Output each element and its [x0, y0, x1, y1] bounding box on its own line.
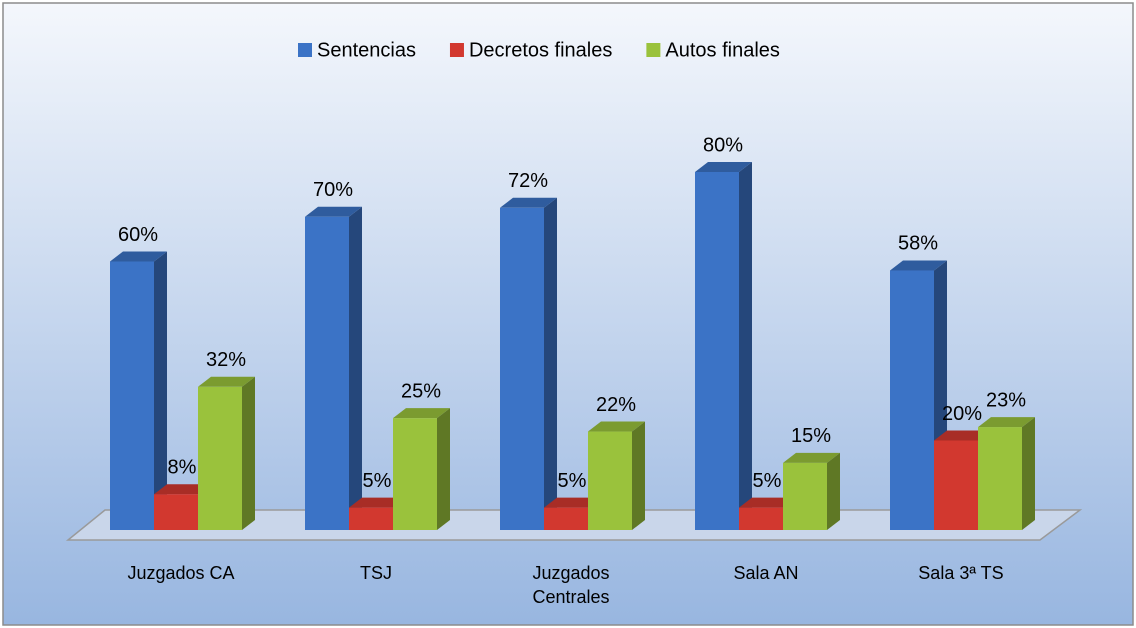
bar-top — [154, 484, 211, 495]
bar-top — [978, 417, 1035, 428]
x-tick-label: Sala AN — [733, 563, 799, 583]
bar-side — [739, 162, 752, 530]
data-label: 20% — [942, 403, 982, 425]
x-tick-label: Juzgados CA — [127, 563, 235, 583]
bar-top — [695, 162, 752, 172]
bar — [695, 172, 739, 530]
bar — [978, 427, 1022, 530]
bar-side — [632, 421, 645, 530]
bar — [500, 207, 544, 531]
bar-top — [783, 452, 840, 463]
bar — [349, 507, 393, 530]
bar — [783, 462, 827, 530]
legend-swatch — [646, 43, 661, 57]
data-label: 5% — [363, 470, 392, 492]
data-label: 23% — [986, 389, 1026, 411]
data-label: 22% — [596, 394, 636, 416]
data-label: 5% — [753, 470, 782, 492]
bar-top — [739, 497, 796, 508]
data-label: 72% — [508, 170, 548, 192]
bar — [393, 418, 437, 530]
bar-top — [349, 497, 406, 508]
bar-top — [500, 197, 557, 208]
legend-label: Decretos finales — [469, 39, 612, 61]
data-label: 25% — [401, 380, 441, 402]
bar-top — [305, 206, 362, 217]
data-label: 58% — [898, 233, 938, 255]
bar-top — [198, 376, 255, 387]
bar — [110, 261, 154, 530]
bar-side — [1022, 417, 1035, 530]
legend-label: Autos finales — [665, 39, 780, 61]
bar — [588, 431, 632, 530]
bar-side — [437, 408, 450, 530]
legend-swatch — [449, 43, 464, 57]
bar-top — [890, 260, 947, 271]
bar — [154, 494, 198, 530]
data-label: 5% — [558, 470, 587, 492]
bar — [544, 507, 588, 530]
data-label: 70% — [313, 179, 353, 201]
legend-swatch — [298, 43, 312, 57]
data-label: 8% — [168, 456, 197, 478]
bar-side — [154, 251, 167, 530]
bar-top — [393, 408, 450, 419]
bar-side — [827, 452, 840, 530]
bar-top — [544, 497, 601, 508]
bar-top — [588, 421, 645, 432]
bar — [198, 386, 242, 530]
bar-side — [242, 376, 255, 530]
bar — [890, 270, 934, 530]
bar-side — [544, 197, 557, 531]
bar — [739, 507, 783, 530]
data-label: 15% — [791, 425, 831, 447]
legend-label: Sentencias — [317, 39, 416, 61]
data-label: 80% — [703, 134, 743, 156]
bar-top — [110, 251, 167, 262]
bar — [305, 216, 349, 530]
data-label: 60% — [118, 224, 158, 246]
bar-top — [934, 430, 991, 441]
bar — [934, 440, 978, 530]
x-tick-label: TSJ — [359, 563, 392, 583]
bar-side — [349, 206, 362, 530]
x-tick-label: Juzgados Centrales — [532, 563, 610, 607]
x-tick-label: Sala 3ª TS — [918, 563, 1004, 583]
data-label: 32% — [206, 349, 246, 371]
